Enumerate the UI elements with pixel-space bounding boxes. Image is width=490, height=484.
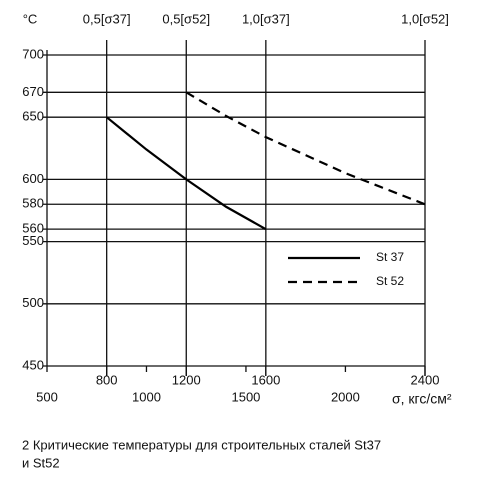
legend-label: St 52: [376, 274, 404, 288]
x-tick-label: 1000: [132, 389, 161, 404]
x-tick-label: 1200: [172, 372, 201, 387]
x-tick-label: 1500: [231, 389, 260, 404]
top-tick-label: 1,0[σ37]: [242, 11, 290, 26]
x-tick-label: 800: [96, 372, 118, 387]
y-tick-label: 500: [22, 295, 44, 310]
y-tick-label: 670: [22, 84, 44, 99]
y-unit: °C: [23, 11, 38, 26]
data-line: [185, 91, 426, 206]
y-tick-label: 600: [22, 171, 44, 186]
x-tick-label: 500: [36, 389, 58, 404]
top-tick-label: 1,0[σ52]: [401, 11, 449, 26]
y-tick-label: 650: [22, 109, 44, 124]
x-axis-label: σ, кгс/см²: [392, 391, 452, 407]
y-tick-label: 560: [22, 221, 44, 236]
caption-line: 2 Критические температуры для строительн…: [22, 437, 381, 452]
y-tick-label: 580: [22, 196, 44, 211]
x-tick-label: 2400: [411, 372, 440, 387]
x-tick-label: 1600: [251, 372, 280, 387]
data-line: [105, 116, 267, 231]
y-tick-label: 550: [22, 233, 44, 248]
caption-line: и St52: [22, 455, 60, 470]
y-tick-label: 700: [22, 46, 44, 61]
y-tick-label: 450: [22, 357, 44, 372]
x-tick-label: 2000: [331, 389, 360, 404]
legend-label: St 37: [376, 250, 404, 264]
top-tick-label: 0,5[σ52]: [162, 11, 210, 26]
top-tick-label: 0,5[σ37]: [83, 11, 131, 26]
